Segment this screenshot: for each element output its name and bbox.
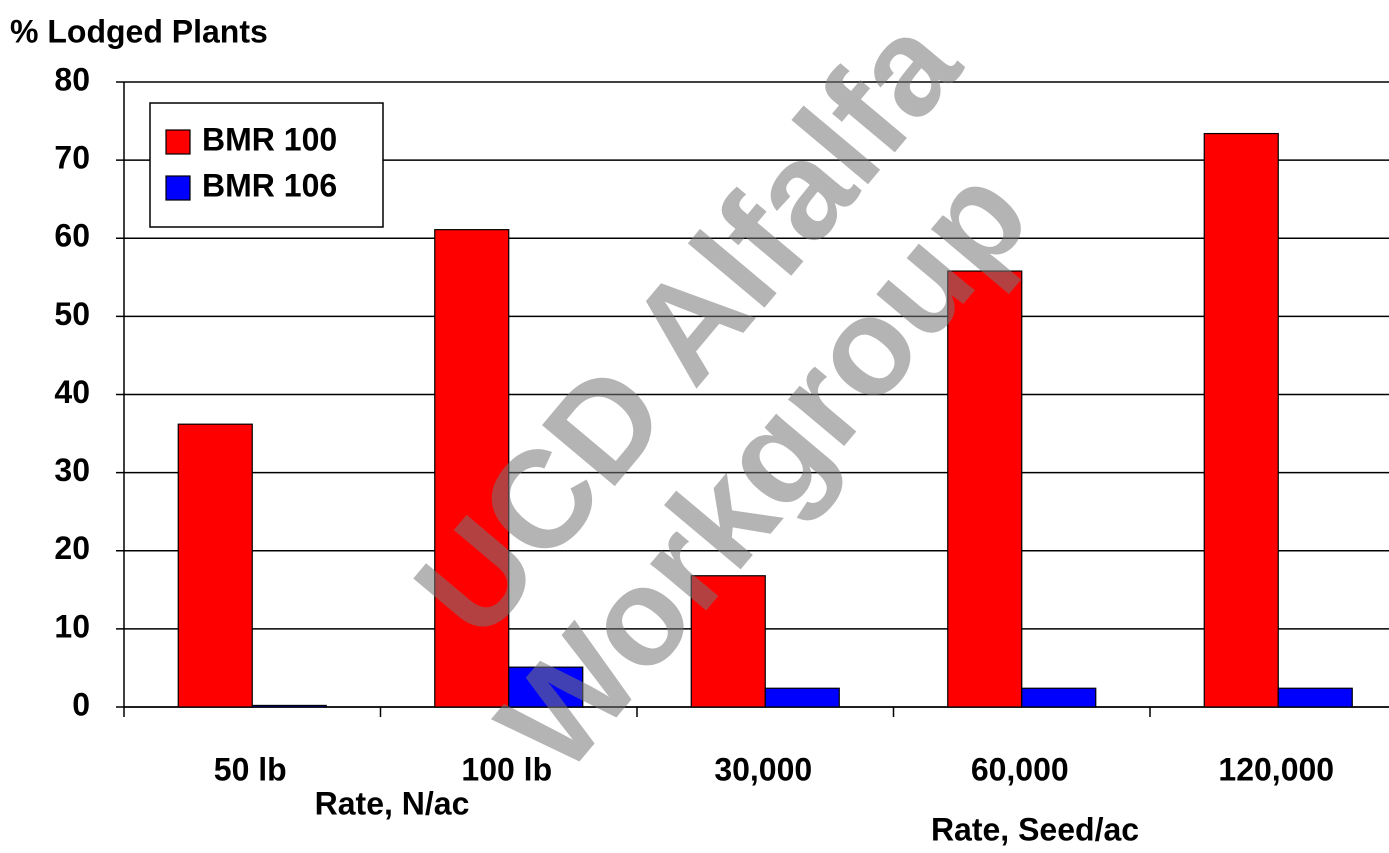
y-axis-label: % Lodged Plants (10, 13, 268, 49)
y-tick-label: 70 (54, 140, 90, 176)
bar (1277, 687, 1353, 708)
bar (1203, 132, 1279, 708)
x-tick-label: 30,000 (714, 751, 812, 787)
y-tick-label: 80 (54, 61, 90, 97)
bar (764, 687, 840, 708)
bar (690, 575, 766, 708)
bar (508, 666, 584, 708)
y-tick-label: 60 (54, 218, 90, 254)
bar (251, 704, 327, 708)
legend-swatch (165, 129, 191, 155)
x-tick-label: 100 lb (461, 751, 552, 787)
legend-label: BMR 100 (202, 121, 337, 157)
y-tick-label: 10 (54, 608, 90, 644)
y-tick-label: 30 (54, 452, 90, 488)
legend-box (149, 102, 384, 228)
legend-label: BMR 106 (202, 167, 337, 203)
bar (434, 229, 510, 708)
y-tick-label: 20 (54, 530, 90, 566)
y-tick-label: 40 (54, 374, 90, 410)
bar (947, 270, 1023, 708)
x-tick-label: 120,000 (1218, 751, 1334, 787)
group-label: Rate, N/ac (315, 785, 470, 821)
bar (1021, 687, 1097, 708)
y-tick-label: 0 (72, 686, 90, 722)
x-tick-label: 60,000 (971, 751, 1069, 787)
x-tick-label: 50 lb (214, 751, 287, 787)
y-tick-label: 50 (54, 296, 90, 332)
group-label: Rate, Seed/ac (931, 811, 1139, 847)
legend-swatch (165, 175, 191, 201)
bar (177, 423, 253, 708)
